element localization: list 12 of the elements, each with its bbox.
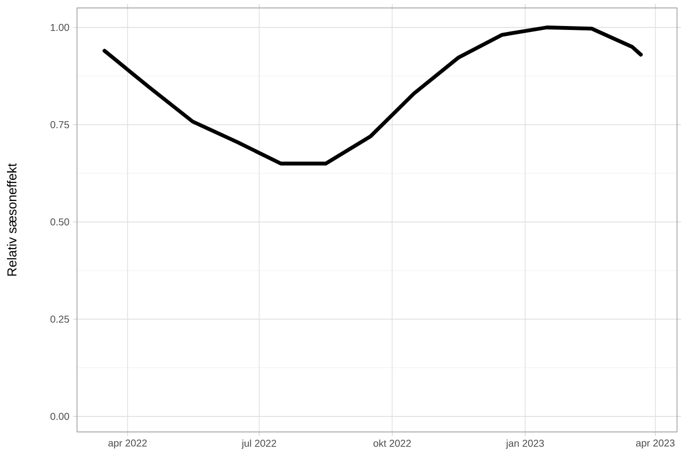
x-tick-label: jul 2022 xyxy=(241,440,276,449)
x-tick-label: apr 2022 xyxy=(108,440,147,449)
x-tick-label: okt 2022 xyxy=(374,440,411,447)
y-tick-label: 0.75 xyxy=(50,121,70,128)
y-tick-label: 0.50 xyxy=(50,218,70,226)
x-tick-label: apr 2023 xyxy=(636,440,675,449)
y-axis-title: Relativ sæsoneffekt xyxy=(6,163,16,276)
y-tick-label: 0.00 xyxy=(50,412,70,420)
line-series xyxy=(102,26,643,166)
y-tick-label: 1.00 xyxy=(50,24,70,31)
x-tick-label: jan 2023 xyxy=(506,440,544,449)
y-tick-label: 0.25 xyxy=(50,316,70,323)
